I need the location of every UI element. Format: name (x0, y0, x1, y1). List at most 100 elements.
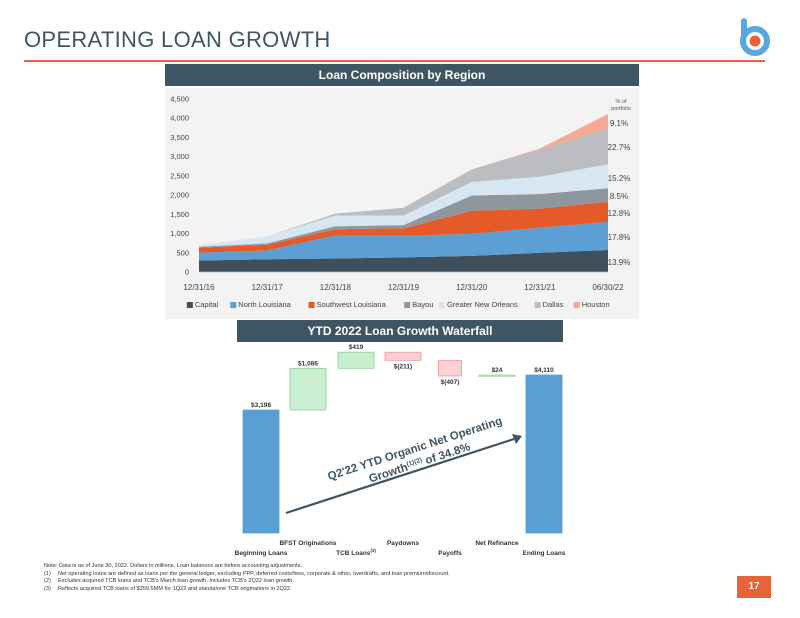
legend-label-southwest-louisiana: Southwest Louisiana (317, 300, 387, 309)
waterfall-bar-ending-loans (525, 374, 563, 534)
footnote-2-num: (2) (44, 578, 51, 585)
legend-swatch-capital (186, 302, 193, 308)
growth-arrow-head (512, 434, 522, 444)
page-number: 17 (737, 576, 771, 598)
area-layers (199, 114, 608, 272)
waterfall-value-label: $419 (349, 344, 364, 351)
legend-swatch-dallas (534, 302, 541, 308)
footnote-1-num: (1) (44, 570, 51, 577)
x-tick-label: 12/31/21 (524, 283, 556, 292)
page-title: OPERATING LOAN GROWTH (24, 27, 331, 52)
x-tick-label: 12/31/16 (183, 283, 215, 292)
y-tick-label: 2,000 (170, 191, 189, 200)
pct-label-bayou: 8.5% (610, 192, 628, 201)
waterfall-bar-beginning-loans (242, 409, 280, 534)
cat-tcb-loans-text: TCB Loans (336, 550, 371, 557)
footnotes: Note: Data is as of June 30, 2022. Dolla… (44, 563, 704, 593)
cat-beginning-loans: Beginning Loans (235, 550, 288, 557)
waterfall-value-label: $1,086 (298, 360, 318, 367)
pct-label-southwest-louisiana: 12.8% (608, 209, 631, 218)
area-series-southwest-louisiana (199, 201, 608, 253)
y-tick-label: 3,500 (170, 133, 189, 142)
annotation-growth-sup: (1)(2) (406, 457, 423, 469)
cat-ending-loans: Ending Loans (523, 550, 566, 557)
area-y-ticks: 0 500 1,000 1,500 2,000 2,500 3,000 3,500 4,000 4… (170, 95, 189, 277)
footnote-1: (1) Net operating loans are defined as lo… (44, 571, 704, 579)
area-chart-title: Loan Composition by Region (318, 68, 486, 82)
pct-label-capital: 13.9% (608, 258, 631, 267)
x-tick-label: 12/31/17 (252, 283, 284, 292)
waterfall-value-label: $4,110 (534, 367, 554, 374)
footnote-2-text: Excludes acquired TCB loans and TCB's Ma… (58, 578, 294, 585)
legend-label-bayou: Bayou (412, 300, 433, 309)
waterfall-value-label: $3,198 (251, 402, 271, 409)
waterfall-value-label: $(407) (441, 379, 460, 386)
y-tick-label: 1,000 (170, 229, 189, 238)
legend-label-greater-new-orleans: Greater New Orleans (447, 300, 518, 309)
area-chart-title-bar: Loan Composition by Region (165, 64, 639, 86)
x-tick-label: 12/31/20 (456, 283, 488, 292)
footnote-1-text: Net operating loans are defined as loans… (58, 570, 450, 577)
pct-label-dallas: 22.7% (608, 143, 631, 152)
legend-swatch-north-louisiana (230, 302, 237, 308)
y-tick-label: 2,500 (170, 171, 189, 180)
logo-dot (749, 35, 761, 47)
pct-label-houston: 9.1% (610, 119, 628, 128)
footnote-3-num: (3) (44, 585, 51, 592)
legend-label-north-louisiana: North Louisiana (238, 300, 291, 309)
footnote-note-text: Note: Data is as of June 30, 2022. Dolla… (44, 563, 303, 569)
title-underline (24, 60, 765, 62)
area-series-capital (199, 250, 608, 272)
waterfall-bar-paydowns (384, 351, 422, 361)
waterfall-bar-tcb-loans (337, 351, 375, 369)
waterfall-chart: $3,198 $1,086 $419 $(211) $(407) $24 $4,110 Be… (235, 344, 566, 557)
logo-ring (740, 26, 770, 56)
footnote-2: (2) Excludes acquired TCB loans and TCB's… (44, 578, 704, 586)
y-tick-label: 500 (176, 248, 189, 257)
cat-tcb-loans-sup: (3) (370, 548, 376, 553)
pct-label-north-louisiana: 17.8% (608, 233, 631, 242)
x-tick-label: 06/30/22 (592, 283, 624, 292)
waterfall-bar-net-refinance (478, 374, 516, 377)
footnote-3-text: Reflects acquired TCB loans of $359.5MM … (58, 585, 292, 592)
legend-label-capital: Capital (195, 300, 219, 309)
company-logo-icon (740, 18, 770, 56)
x-tick-label: 12/31/19 (388, 283, 420, 292)
legend-swatch-southwest-louisiana (308, 302, 315, 308)
legend-swatch-greater-new-orleans (438, 302, 445, 308)
area-chart: 0 500 1,000 1,500 2,000 2,500 3,000 3,500 4,000 4… (170, 95, 631, 310)
footnote-3: (3) Reflects acquired TCB loans of $359.5… (44, 586, 704, 594)
y-tick-label: 0 (185, 268, 189, 277)
pct-label-greater-new-orleans: 15.2% (608, 174, 631, 183)
area-series-north-louisiana (199, 221, 608, 261)
pct-header-line1: % of (615, 99, 626, 105)
area-legend: Capital North Louisiana Southwest Louisian… (186, 300, 610, 309)
cat-tcb-loans: TCB Loans(3) (336, 548, 376, 557)
cat-payoffs: Payoffs (438, 550, 462, 557)
y-tick-label: 4,000 (170, 114, 189, 123)
waterfall-bar-payoffs (438, 359, 462, 377)
pct-header-line2: portfolio (611, 106, 631, 112)
area-series-greater-new-orleans (199, 164, 608, 247)
legend-label-houston: Houston (582, 300, 610, 309)
waterfall-value-label: $24 (492, 367, 503, 374)
cat-paydowns: Paydowns (387, 540, 420, 547)
x-tick-label: 12/31/18 (320, 283, 352, 292)
growth-annotation: Q2'22 YTD Organic Net Operating Growth(1… (326, 415, 504, 485)
legend-label-dallas: Dallas (543, 300, 564, 309)
y-tick-label: 4,500 (170, 95, 189, 104)
legend-swatch-houston (573, 302, 580, 308)
waterfall-categories: Beginning Loans BFST Originations TCB Lo… (235, 540, 566, 557)
annotation-line1: Q2'22 YTD Organic Net Operating (326, 415, 504, 483)
area-x-ticks: 12/31/16 12/31/17 12/31/18 12/31/19 12/31/20… (183, 271, 624, 292)
footnote-note: Note: Data is as of June 30, 2022. Dolla… (44, 563, 704, 571)
cat-net-refinance: Net Refinance (475, 540, 519, 547)
waterfall-value-label: $(211) (394, 363, 412, 370)
cat-bfst-originations: BFST Originations (279, 540, 336, 547)
area-series-bayou (199, 188, 608, 248)
waterfall-title-bar: YTD 2022 Loan Growth Waterfall (237, 320, 563, 342)
waterfall-bars: $3,198 $1,086 $419 $(211) $(407) $24 $4,110 (242, 344, 563, 534)
waterfall-title: YTD 2022 Loan Growth Waterfall (307, 324, 493, 338)
y-tick-label: 1,500 (170, 210, 189, 219)
waterfall-bar-bfst-originations (289, 367, 327, 411)
